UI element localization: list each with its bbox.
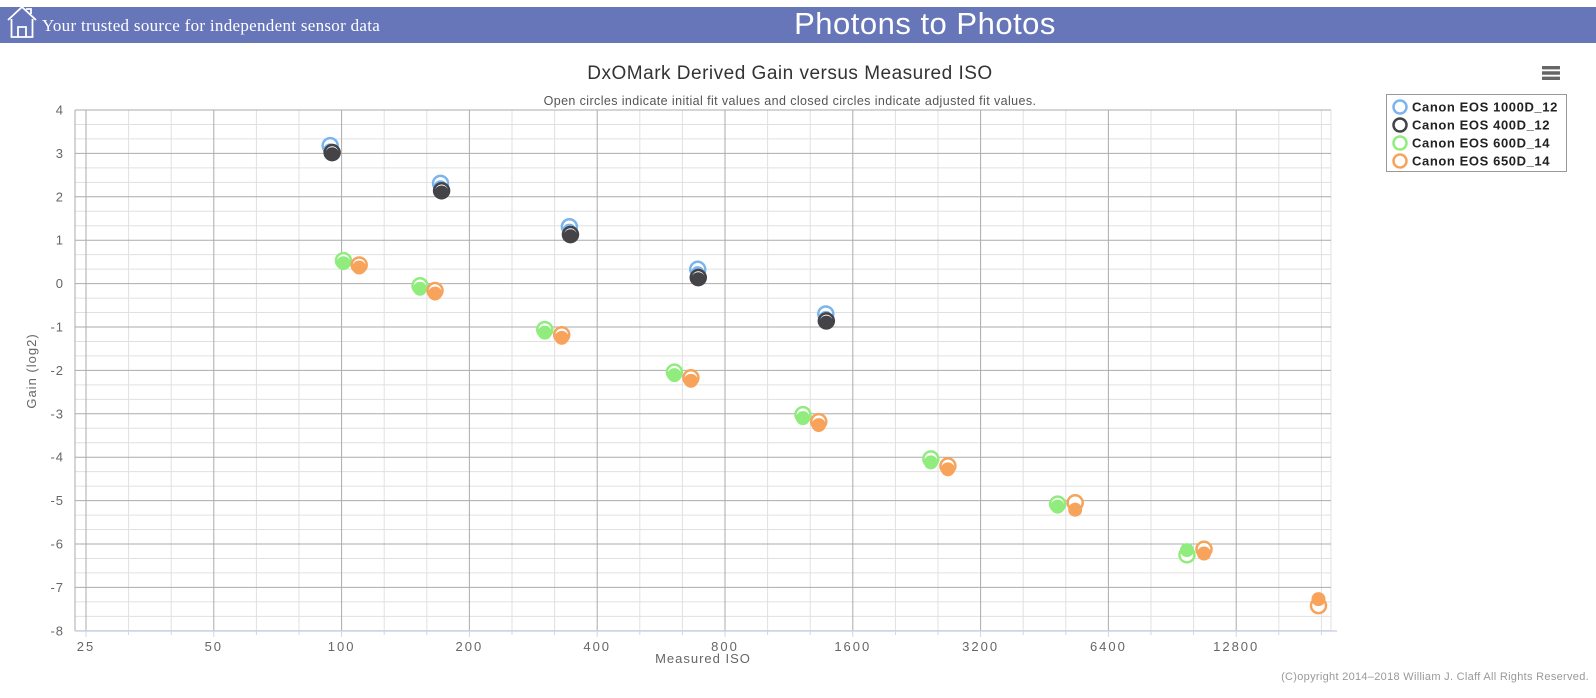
legend-marker-icon <box>1392 135 1408 151</box>
y-tick-label: -2 <box>50 363 64 378</box>
y-tick-label: -3 <box>50 406 64 421</box>
data-point-closed[interactable] <box>434 185 449 200</box>
chart-title: DxOMark Derived Gain versus Measured ISO <box>587 63 992 84</box>
x-tick-label: 6400 <box>1090 639 1127 654</box>
y-tick-label: 1 <box>56 233 64 248</box>
data-point-closed[interactable] <box>537 325 552 340</box>
x-tick-label: 400 <box>583 639 611 654</box>
tick-labels: 25 50 100 200 400 800 1600 3200 6400 12800 4 3 2 1 0 -1… <box>50 103 1259 655</box>
data-point-closed[interactable] <box>325 147 340 162</box>
data-point-closed[interactable] <box>1179 543 1194 558</box>
y-tick-label: -4 <box>50 450 64 465</box>
x-tick-label: 12800 <box>1213 639 1259 654</box>
data-point-closed[interactable] <box>940 462 955 477</box>
x-tick-label: 200 <box>456 639 484 654</box>
y-tick-label: 3 <box>56 146 64 161</box>
x-tick-label: 50 <box>205 639 223 654</box>
x-tick-label: 800 <box>711 639 739 654</box>
y-tick-label: -5 <box>50 493 64 508</box>
data-point-closed[interactable] <box>1197 546 1212 561</box>
data-point-closed[interactable] <box>923 455 938 470</box>
series-canon-eos-400d-12 <box>323 143 836 330</box>
data-point-closed[interactable] <box>352 260 367 275</box>
y-tick-label: 2 <box>56 189 64 204</box>
copyright-text: (C)opyright 2014–2018 William J. Claff A… <box>1281 671 1589 683</box>
y-tick-label: 4 <box>56 103 64 118</box>
legend-marker-icon <box>1392 99 1408 115</box>
chart-subtitle: Open circles indicate initial fit values… <box>544 94 1037 108</box>
y-axis-title: Gain (log2) <box>24 333 39 408</box>
y-tick-label: -6 <box>50 537 64 552</box>
y-tick-label: -1 <box>50 320 64 335</box>
data-point-closed[interactable] <box>1311 592 1326 607</box>
x-tick-label: 25 <box>77 639 95 654</box>
data-point-closed[interactable] <box>795 411 810 426</box>
data-point-closed[interactable] <box>413 281 428 296</box>
x-tick-label: 3200 <box>962 639 999 654</box>
data-point-closed[interactable] <box>819 315 834 330</box>
x-tick-label: 1600 <box>834 639 871 654</box>
series-canon-eos-650d-14 <box>350 256 1328 615</box>
x-axis-title: Measured ISO <box>655 651 751 666</box>
site-title: Photons to Photos <box>794 6 1056 41</box>
legend-marker-icon <box>1392 117 1408 133</box>
legend-item-canon-eos-650d-14[interactable]: Canon EOS 650D_14 <box>1392 153 1551 169</box>
data-point-closed[interactable] <box>336 256 351 271</box>
data-series <box>321 136 1328 615</box>
legend-item-canon-eos-600d-14[interactable]: Canon EOS 600D_14 <box>1392 135 1551 151</box>
y-tick-label: -8 <box>50 623 64 638</box>
data-point-closed[interactable] <box>683 373 698 388</box>
data-point-closed[interactable] <box>554 330 569 345</box>
site-tagline: Your trusted source for independent sens… <box>42 16 381 35</box>
x-tick-label: 100 <box>328 639 356 654</box>
home-icon[interactable] <box>6 4 38 40</box>
legend-item-canon-eos-400d-12[interactable]: Canon EOS 400D_12 <box>1392 117 1551 133</box>
data-point-closed[interactable] <box>563 229 578 244</box>
header-bar: Your trusted source for independent sens… <box>0 4 1596 43</box>
gridlines-major <box>75 109 1331 632</box>
data-point-closed[interactable] <box>1050 499 1065 514</box>
legend-box <box>1386 94 1567 172</box>
data-point-closed[interactable] <box>811 418 826 433</box>
y-tick-label: 0 <box>56 276 64 291</box>
data-point-closed[interactable] <box>691 272 706 287</box>
data-point-closed[interactable] <box>667 368 682 383</box>
hamburger-menu-icon[interactable] <box>1542 66 1560 80</box>
legend-marker-icon <box>1392 153 1408 169</box>
legend-item-label: Canon EOS 400D_12 <box>1412 118 1550 133</box>
series-canon-eos-600d-14 <box>334 251 1196 564</box>
legend: Canon EOS 1000D_12 Canon EOS 400D_12 Canon… <box>1386 94 1567 172</box>
y-tick-label: -7 <box>50 580 64 595</box>
legend-item-canon-eos-1000d-12[interactable]: Canon EOS 1000D_12 <box>1392 99 1558 115</box>
legend-item-label: Canon EOS 1000D_12 <box>1412 100 1558 115</box>
axis-lines <box>74 110 1337 637</box>
data-point-closed[interactable] <box>428 286 443 301</box>
data-point-closed[interactable] <box>1068 502 1083 517</box>
legend-item-label: Canon EOS 650D_14 <box>1412 154 1550 169</box>
legend-item-label: Canon EOS 600D_14 <box>1412 136 1550 151</box>
